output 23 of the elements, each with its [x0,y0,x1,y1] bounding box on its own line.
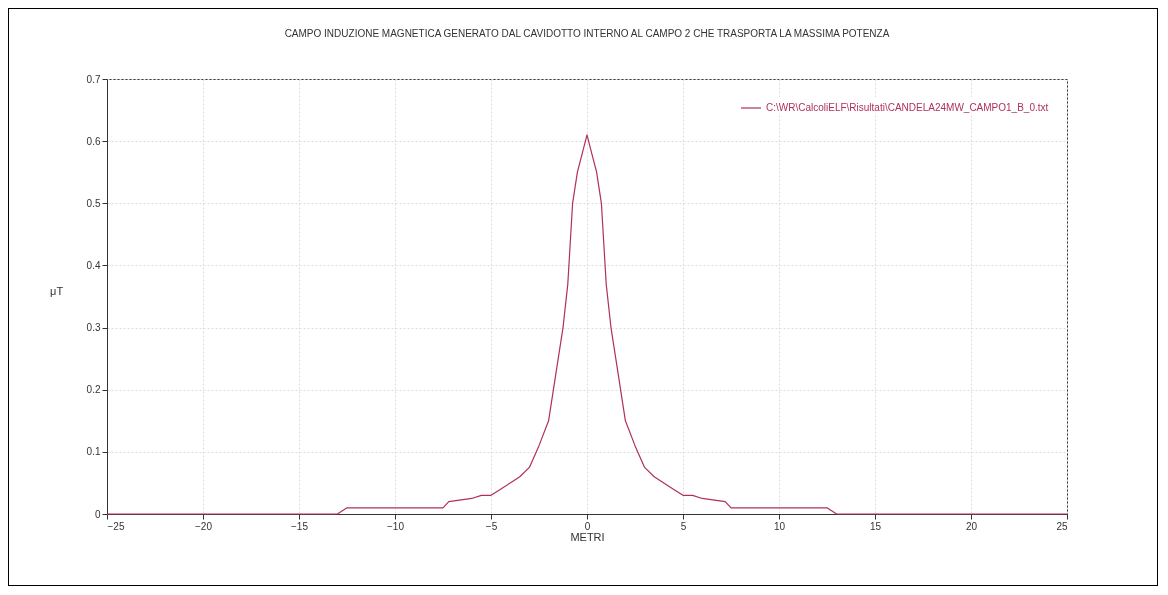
x-tick-label: −10 [387,520,405,532]
chart-title: CAMPO INDUZIONE MAGNETICA GENERATO DAL CAVIDOTTO INTERNO AL CAMPO 2 CHE TRASPORTA LA MASSIMA POTENZA [284,28,890,39]
y-tick-label: 0.5 [86,197,101,209]
x-tick-label: 5 [680,520,687,532]
x-tick-label: 10 [773,520,786,532]
x-tick-label: −25 [107,520,125,532]
x-tick-label: −5 [485,520,498,532]
y-axis-title: μT [50,285,64,297]
x-tick-label: −15 [291,520,309,532]
y-tick-label: 0.3 [86,322,101,334]
x-tick-label: 0 [584,520,591,532]
x-tick-label: 15 [869,520,882,532]
y-tick-label: 0.6 [86,135,101,147]
x-tick-label: 20 [965,520,978,532]
y-tick-label: 0.4 [86,259,101,271]
y-tick-label: 0 [94,508,101,520]
x-axis-title: METRI [570,530,605,543]
y-tick-label: 0.7 [86,73,101,85]
legend-label: C:\WR\CalcoliELF\Risultati\CANDELA24MW_CAMPO1_B_0.txt [766,102,1049,113]
y-tick-label: 0.1 [86,446,101,458]
x-tick-label: −20 [195,520,213,532]
y-tick-label: 0.2 [86,384,101,396]
x-tick-label: 25 [1056,520,1068,532]
